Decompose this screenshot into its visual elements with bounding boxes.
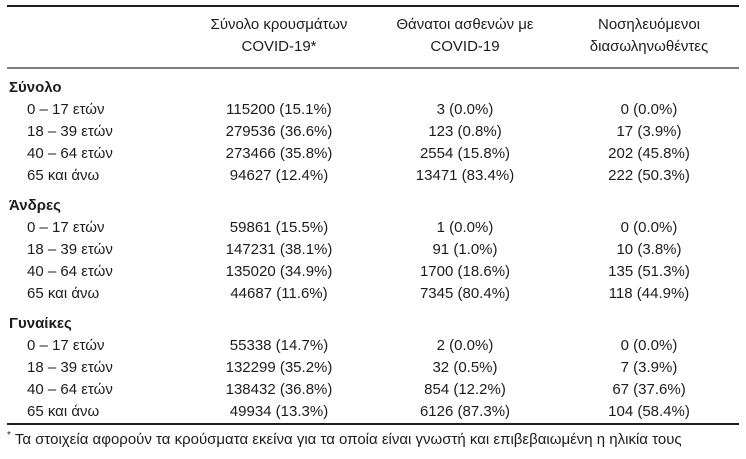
age-label: 40 – 64 ετών [27, 381, 113, 398]
intubated-value: 202 (45.8%) [608, 145, 690, 162]
deaths-value: 7345 (80.4%) [419, 285, 511, 302]
deaths-value: 6126 (87.3%) [419, 403, 511, 420]
age-label: 18 – 39 ετών [27, 123, 113, 140]
deaths-value: 3 (0.0%) [436, 101, 494, 118]
deaths-value: 123 (0.8%) [428, 123, 502, 140]
table-row: 18 – 39 ετών 279536 (36.6%) 123 (0.8%) 1… [7, 121, 739, 143]
table-row: 18 – 39 ετών 147231 (38.1%) 91 (1.0%) 10… [7, 239, 739, 261]
deaths-value: 854 (12.2%) [424, 381, 506, 398]
cases-value: 59861 (15.5%) [229, 219, 329, 236]
section-row-men: Άνδρες [7, 187, 739, 217]
table-row: 0 – 17 ετών 115200 (15.1%) 3 (0.0%) 0 (0… [7, 99, 739, 121]
age-label: 18 – 39 ετών [27, 359, 113, 376]
header-total-cases: Σύνολο κρουσμάτων COVID-19* [187, 6, 371, 68]
deaths-value: 13471 (83.4%) [415, 167, 515, 184]
table-row: 65 και άνω 49934 (13.3%) 6126 (87.3%) 10… [7, 401, 739, 424]
cases-value: 132299 (35.2%) [225, 359, 333, 376]
intubated-value: 7 (3.9%) [620, 359, 678, 376]
intubated-value: 0 (0.0%) [620, 337, 678, 354]
cases-value: 94627 (12.4%) [229, 167, 329, 184]
intubated-value: 0 (0.0%) [620, 219, 678, 236]
section-label-total: Σύνολο [9, 79, 62, 96]
header-deaths: Θάνατοι ασθενών με COVID-19 [371, 6, 559, 68]
table-row: 0 – 17 ετών 59861 (15.5%) 1 (0.0%) 0 (0.… [7, 217, 739, 239]
section-label-men: Άνδρες [9, 197, 61, 214]
intubated-value: 135 (51.3%) [608, 263, 690, 280]
age-label: 0 – 17 ετών [27, 101, 105, 118]
cases-value: 279536 (36.6%) [225, 123, 333, 140]
footnote-asterisk: * [7, 430, 11, 441]
cases-value: 138432 (36.8%) [225, 381, 333, 398]
deaths-value: 2554 (15.8%) [419, 145, 511, 162]
section-row-total: Σύνολο [7, 68, 739, 99]
age-label: 65 και άνω [27, 403, 100, 420]
table-row: 40 – 64 ετών 135020 (34.9%) 1700 (18.6%)… [7, 261, 739, 283]
age-label: 0 – 17 ετών [27, 337, 105, 354]
deaths-value: 32 (0.5%) [432, 359, 498, 376]
header-intubated-line2: διασωληνωθέντες [589, 38, 709, 55]
table-row: 18 – 39 ετών 132299 (35.2%) 32 (0.5%) 7 … [7, 357, 739, 379]
footnote-text: Τα στοιχεία αφορούν τα κρούσματα εκείνα … [14, 431, 682, 448]
age-label: 65 και άνω [27, 285, 100, 302]
header-deaths-line2: COVID-19 [430, 38, 500, 55]
intubated-value: 10 (3.8%) [616, 241, 682, 258]
cases-value: 49934 (13.3%) [229, 403, 329, 420]
cases-value: 55338 (14.7%) [229, 337, 329, 354]
deaths-value: 1700 (18.6%) [419, 263, 511, 280]
section-row-women: Γυναίκες [7, 305, 739, 335]
cases-value: 273466 (35.8%) [225, 145, 333, 162]
intubated-value: 0 (0.0%) [620, 101, 678, 118]
deaths-value: 2 (0.0%) [436, 337, 494, 354]
table-header-row: Σύνολο κρουσμάτων COVID-19* Θάνατοι ασθε… [7, 6, 739, 68]
deaths-value: 91 (1.0%) [432, 241, 498, 258]
deaths-value: 1 (0.0%) [436, 219, 494, 236]
header-empty-cell [7, 6, 187, 68]
section-label-women: Γυναίκες [9, 315, 72, 332]
header-total-cases-line2: COVID-19* [241, 38, 317, 55]
age-label: 0 – 17 ετών [27, 219, 105, 236]
age-label: 18 – 39 ετών [27, 241, 113, 258]
age-label: 40 – 64 ετών [27, 263, 113, 280]
cases-value: 44687 (11.6%) [230, 285, 328, 302]
table-row: 0 – 17 ετών 55338 (14.7%) 2 (0.0%) 0 (0.… [7, 335, 739, 357]
header-deaths-line1: Θάνατοι ασθενών με [396, 16, 534, 33]
intubated-value: 104 (58.4%) [608, 403, 690, 420]
table-row: 65 και άνω 44687 (11.6%) 7345 (80.4%) 11… [7, 283, 739, 305]
intubated-value: 67 (37.6%) [612, 381, 686, 398]
intubated-value: 118 (44.9%) [608, 285, 690, 302]
intubated-value: 17 (3.9%) [616, 123, 682, 140]
footnote: * Τα στοιχεία αφορούν τα κρούσματα εκείν… [7, 430, 739, 450]
intubated-value: 222 (50.3%) [608, 167, 690, 184]
header-intubated-line1: Νοσηλευόμενοι [597, 16, 700, 33]
age-label: 40 – 64 ετών [27, 145, 113, 162]
table-row: 40 – 64 ετών 273466 (35.8%) 2554 (15.8%)… [7, 143, 739, 165]
table-row: 65 και άνω 94627 (12.4%) 13471 (83.4%) 2… [7, 165, 739, 187]
age-label: 65 και άνω [27, 167, 100, 184]
cases-value: 115200 (15.1%) [226, 101, 332, 118]
cases-value: 147231 (38.1%) [225, 241, 333, 258]
covid-age-statistics-table: Σύνολο κρουσμάτων COVID-19* Θάνατοι ασθε… [7, 5, 739, 425]
header-intubated: Νοσηλευόμενοι διασωληνωθέντες [559, 6, 739, 68]
table-row: 40 – 64 ετών 138432 (36.8%) 854 (12.2%) … [7, 379, 739, 401]
header-total-cases-line1: Σύνολο κρουσμάτων [210, 16, 348, 33]
cases-value: 135020 (34.9%) [225, 263, 333, 280]
